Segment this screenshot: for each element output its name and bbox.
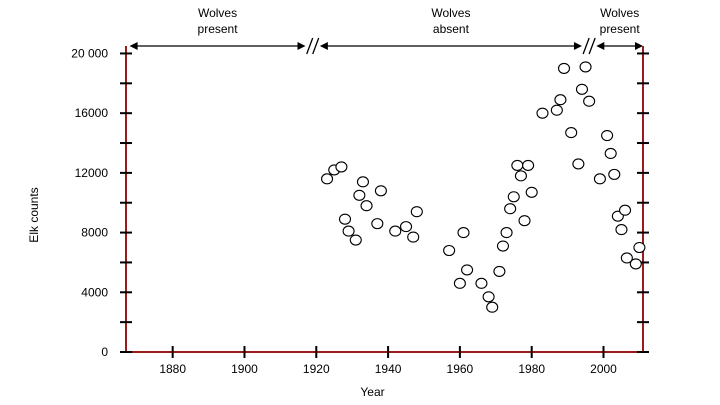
y-tick-label: 12000 xyxy=(75,166,109,180)
x-tick-label: 1920 xyxy=(303,362,330,376)
period-label-line2: absent xyxy=(433,22,470,36)
data-point xyxy=(565,127,578,139)
data-point xyxy=(601,130,614,142)
axis-break-mark xyxy=(306,37,314,55)
period-label-line1: Wolves xyxy=(198,6,237,20)
data-point xyxy=(482,291,495,303)
data-point xyxy=(496,240,510,252)
x-tick-label: 1900 xyxy=(231,362,258,376)
data-point xyxy=(338,213,352,225)
data-point xyxy=(475,277,488,289)
data-point xyxy=(511,159,524,171)
data-point xyxy=(536,107,549,119)
y-axis-title: Elk counts xyxy=(27,187,41,242)
data-point xyxy=(360,200,373,212)
data-point xyxy=(389,225,402,237)
data-point xyxy=(554,94,567,106)
data-point xyxy=(500,227,513,239)
data-point xyxy=(407,231,420,243)
x-tick-label: 1880 xyxy=(159,362,186,376)
data-point xyxy=(514,170,527,182)
arrowhead-left-icon xyxy=(319,42,328,50)
arrowhead-right-icon xyxy=(635,42,643,50)
data-point xyxy=(504,203,517,215)
data-point xyxy=(525,186,538,198)
data-point xyxy=(321,173,334,185)
data-points xyxy=(321,61,646,313)
data-point xyxy=(557,62,571,74)
data-point xyxy=(518,215,531,227)
period-label-line1: Wolves xyxy=(431,6,470,20)
data-point xyxy=(374,185,387,197)
data-point xyxy=(633,241,646,254)
period-annotations: Wolves present Wolves absent Wolves present xyxy=(129,6,643,55)
data-point xyxy=(579,61,592,73)
data-point xyxy=(461,264,474,276)
data-point xyxy=(550,104,563,116)
x-tick-label: 1960 xyxy=(447,362,474,376)
y-tick-label: 20 000 xyxy=(71,46,108,60)
data-point xyxy=(399,221,413,233)
data-point xyxy=(410,206,423,218)
data-point xyxy=(453,277,466,289)
data-point xyxy=(342,225,355,237)
x-tick-label: 1980 xyxy=(518,362,545,376)
arrowhead-right-icon xyxy=(297,42,306,50)
period-label-line2: present xyxy=(198,22,239,36)
data-point xyxy=(457,227,470,239)
period-label-line2: present xyxy=(600,22,641,36)
axis-break-mark xyxy=(588,37,596,55)
x-axis-title: Year xyxy=(360,385,384,399)
data-point xyxy=(604,147,617,160)
data-point xyxy=(493,265,506,277)
ticks: 0 4000 8000 12000 16000 20 000 1880 1900 1920 194… xyxy=(71,46,649,376)
arrowhead-left-icon xyxy=(129,42,138,50)
data-point xyxy=(371,218,384,230)
data-point xyxy=(349,234,362,246)
axis-break-mark xyxy=(582,37,590,55)
data-point xyxy=(356,176,370,188)
y-tick-label: 8000 xyxy=(81,226,108,240)
axis-break-mark xyxy=(312,37,320,55)
data-point xyxy=(507,191,520,203)
arrowhead-right-icon xyxy=(573,42,582,50)
data-point xyxy=(620,252,633,264)
x-tick-label: 2000 xyxy=(590,362,617,376)
data-point xyxy=(583,95,596,107)
data-point xyxy=(615,224,628,236)
data-point xyxy=(353,189,366,201)
y-tick-label: 0 xyxy=(101,345,108,359)
data-point xyxy=(575,83,589,95)
data-point xyxy=(335,161,348,173)
y-tick-label: 4000 xyxy=(81,285,108,299)
data-point xyxy=(629,258,642,270)
data-point xyxy=(443,244,456,257)
data-point xyxy=(486,301,499,313)
data-point xyxy=(618,204,632,216)
y-tick-label: 16000 xyxy=(75,106,109,120)
period-label-line1: Wolves xyxy=(600,6,639,20)
arrowhead-left-icon xyxy=(596,42,605,50)
x-tick-label: 1940 xyxy=(375,362,402,376)
data-point xyxy=(608,168,621,180)
data-point xyxy=(593,173,606,185)
data-point xyxy=(522,159,535,171)
data-point xyxy=(572,158,585,170)
axes xyxy=(125,46,644,353)
